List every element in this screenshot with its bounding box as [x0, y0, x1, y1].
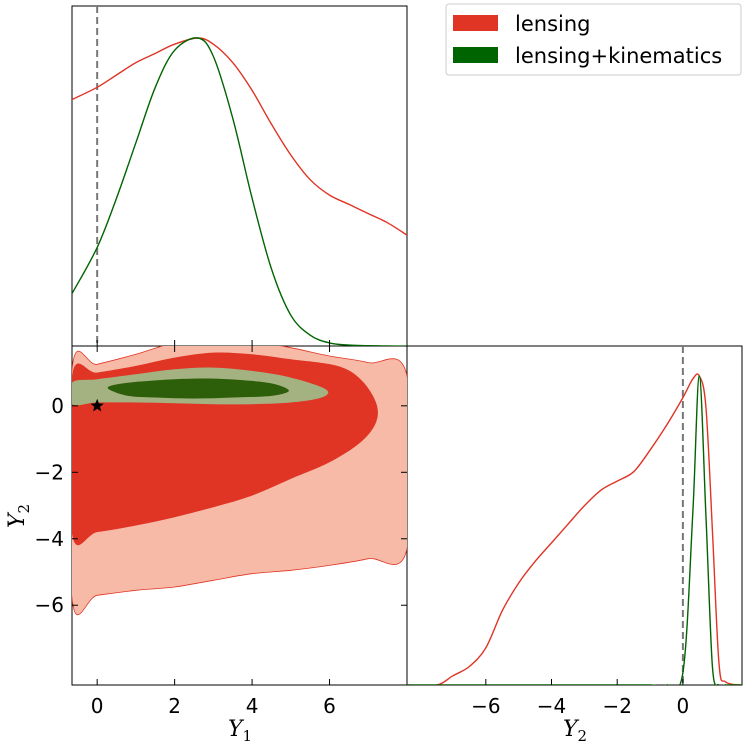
marginal-y1-kinematics-line — [72, 37, 407, 346]
legend-swatch-lensing-kinematics — [453, 47, 498, 63]
x-axis-label-y1-main: Y — [228, 717, 245, 742]
x-axis-label-y2: Y2 — [563, 717, 587, 745]
legend-label-lensing: lensing — [515, 12, 590, 36]
y-axis-label-y2-main: Y — [5, 511, 30, 528]
marginal-y2-panel — [407, 346, 742, 685]
legend: lensing lensing+kinematics — [445, 3, 742, 76]
panel-top-left-frame — [71, 5, 408, 347]
tick-label-y1: 2 — [168, 694, 181, 718]
tick-label-y2-marginal: −2 — [602, 694, 631, 718]
truth-star-marker — [90, 398, 104, 412]
joint-panel-contours — [72, 346, 407, 616]
marginal-y1-lensing-line — [72, 37, 407, 236]
legend-label-lensing-kinematics: lensing+kinematics — [515, 44, 722, 68]
y-axis-label-y2-sub: 2 — [15, 504, 33, 514]
x-axis-label-y1-sub: 1 — [243, 727, 253, 745]
marginal-y2-lensing-line — [407, 373, 742, 685]
x-axis-label-y2-main: Y — [563, 717, 580, 742]
marginal-y2-kinematics-line — [407, 375, 742, 685]
tick-label-y2-joint: 0 — [51, 394, 64, 418]
tick-label-y2-joint: −6 — [35, 593, 64, 617]
panel-bottom-right-frame — [406, 345, 743, 686]
tick-label-y2-marginal: −4 — [537, 694, 566, 718]
axis-ticks: 0 2 4 6 −6 −6 −4 −4 −2 −2 0 0 — [35, 340, 690, 718]
tick-label-y2-marginal: −6 — [471, 694, 500, 718]
tick-label-y2-joint: −2 — [35, 460, 64, 484]
legend-swatch-lensing — [453, 15, 498, 31]
y-axis-label-y2: Y2 — [5, 504, 33, 528]
tick-label-y2-marginal: 0 — [677, 694, 690, 718]
tick-label-y2-joint: −4 — [35, 527, 64, 551]
x-axis-label-y1: Y1 — [228, 717, 252, 745]
x-axis-label-y2-sub: 2 — [578, 727, 588, 745]
tick-label-y1: 0 — [91, 694, 104, 718]
marginal-y1-panel — [72, 6, 407, 346]
tick-label-y1: 4 — [246, 694, 259, 718]
legend-box — [445, 3, 742, 76]
tick-label-y1: 6 — [323, 694, 336, 718]
contour-kinematics-inner — [107, 378, 289, 399]
